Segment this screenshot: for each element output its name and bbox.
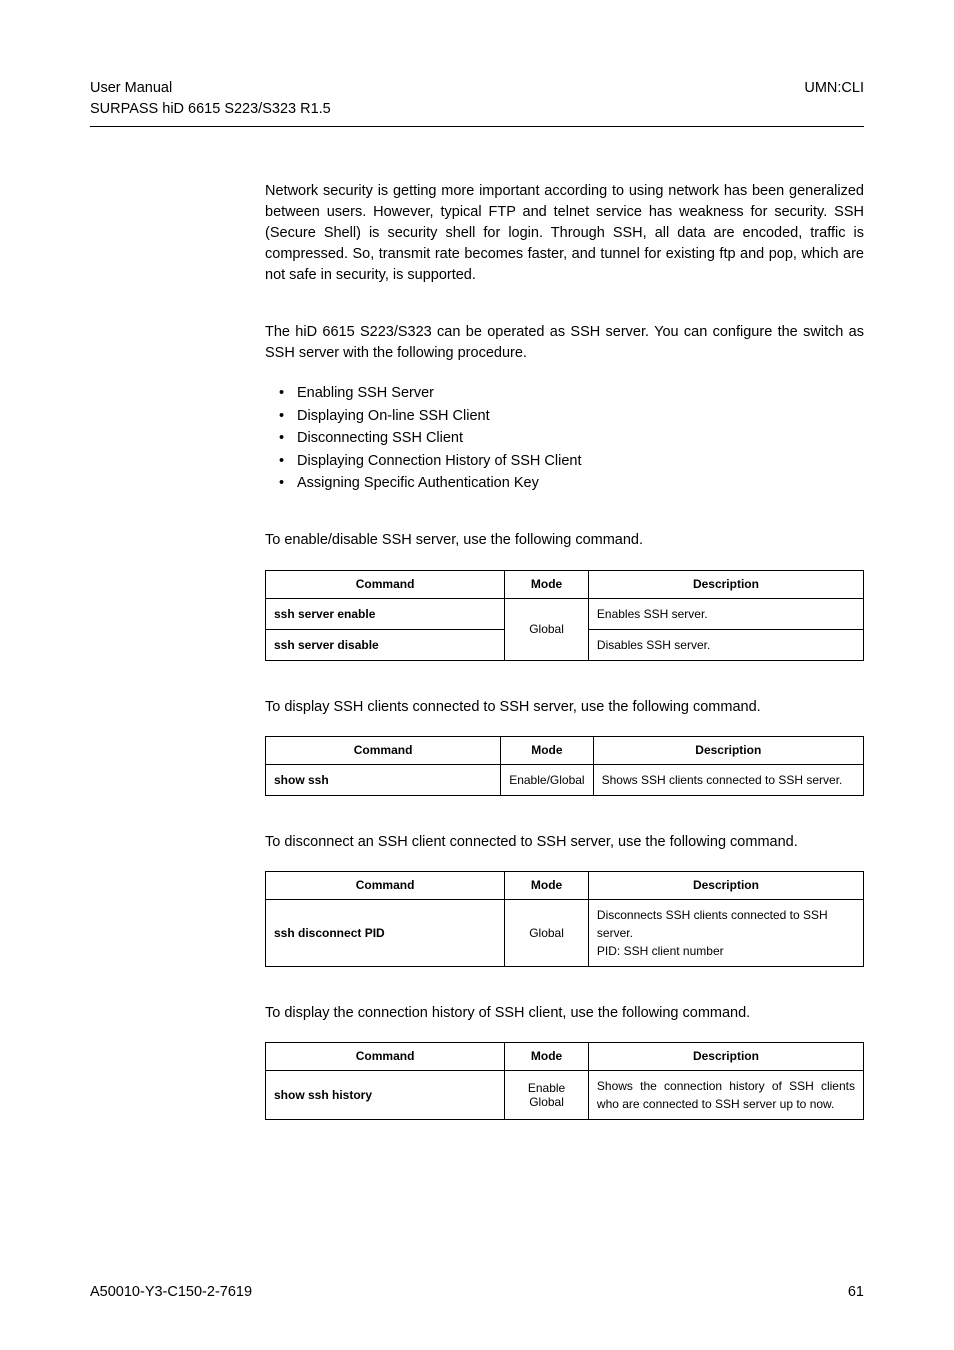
description-cell: Shows the connection history of SSH clie…: [588, 1070, 863, 1119]
table-row: ssh disconnect PID Global Disconnects SS…: [266, 899, 864, 966]
table-header-row: Command Mode Description: [266, 570, 864, 598]
header-left: User Manual SURPASS hiD 6615 S223/S323 R…: [90, 78, 331, 120]
command-cell: ssh disconnect PID: [266, 899, 505, 966]
command-cell: show ssh history: [266, 1070, 505, 1119]
col-command: Command: [266, 570, 505, 598]
list-item: Disconnecting SSH Client: [279, 427, 864, 449]
col-mode: Mode: [505, 871, 589, 899]
mode-cell: Global: [505, 598, 589, 660]
ssh-history-table: Command Mode Description show ssh histor…: [265, 1042, 864, 1120]
col-command: Command: [266, 871, 505, 899]
table-header-row: Command Mode Description: [266, 871, 864, 899]
disconnect-ssh-table: Command Mode Description ssh disconnect …: [265, 871, 864, 967]
description-cell: Disables SSH server.: [588, 629, 863, 660]
footer-page-number: 61: [848, 1284, 864, 1300]
mode-cell: Enable Global: [505, 1070, 589, 1119]
command-cell: ssh server enable: [266, 598, 505, 629]
mode-line: Global: [529, 1095, 564, 1109]
mode-line: Enable: [528, 1081, 565, 1095]
page-header: User Manual SURPASS hiD 6615 S223/S323 R…: [90, 78, 864, 120]
desc-line: PID: SSH client number: [597, 944, 724, 958]
desc-line: Disconnects SSH clients connected to SSH…: [597, 908, 828, 940]
doc-subtitle: SURPASS hiD 6615 S223/S323 R1.5: [90, 99, 331, 120]
description-cell: Enables SSH server.: [588, 598, 863, 629]
list-item: Displaying Connection History of SSH Cli…: [279, 450, 864, 472]
col-description: Description: [588, 871, 863, 899]
show-ssh-table: Command Mode Description show ssh Enable…: [265, 736, 864, 796]
content-area: Network security is getting more importa…: [265, 181, 864, 1120]
table4-caption: To display the connection history of SSH…: [265, 1003, 864, 1024]
description-cell: Shows SSH clients connected to SSH serve…: [593, 764, 863, 795]
table1-caption: To enable/disable SSH server, use the fo…: [265, 530, 864, 551]
col-mode: Mode: [501, 736, 593, 764]
list-item: Displaying On-line SSH Client: [279, 405, 864, 427]
table-row: show ssh history Enable Global Shows the…: [266, 1070, 864, 1119]
col-description: Description: [588, 1042, 863, 1070]
intro-paragraph: Network security is getting more importa…: [265, 181, 864, 286]
col-mode: Mode: [505, 570, 589, 598]
command-cell: show ssh: [266, 764, 501, 795]
mode-cell: Enable/Global: [501, 764, 593, 795]
header-rule: [90, 126, 864, 127]
description-cell: Disconnects SSH clients connected to SSH…: [588, 899, 863, 966]
command-cell: ssh server disable: [266, 629, 505, 660]
col-command: Command: [266, 1042, 505, 1070]
col-command: Command: [266, 736, 501, 764]
mode-cell: Global: [505, 899, 589, 966]
col-description: Description: [593, 736, 863, 764]
procedure-list: Enabling SSH Server Displaying On-line S…: [279, 382, 864, 494]
list-item: Assigning Specific Authentication Key: [279, 472, 864, 494]
server-intro-paragraph: The hiD 6615 S223/S323 can be operated a…: [265, 322, 864, 364]
table-header-row: Command Mode Description: [266, 736, 864, 764]
page: User Manual SURPASS hiD 6615 S223/S323 R…: [0, 0, 954, 1350]
col-description: Description: [588, 570, 863, 598]
col-mode: Mode: [505, 1042, 589, 1070]
doc-type: User Manual: [90, 78, 331, 99]
footer-doc-id: A50010-Y3-C150-2-7619: [90, 1284, 252, 1300]
list-item: Enabling SSH Server: [279, 382, 864, 404]
table-row: show ssh Enable/Global Shows SSH clients…: [266, 764, 864, 795]
table2-caption: To display SSH clients connected to SSH …: [265, 697, 864, 718]
table3-caption: To disconnect an SSH client connected to…: [265, 832, 864, 853]
table-row: ssh server enable Global Enables SSH ser…: [266, 598, 864, 629]
page-footer: A50010-Y3-C150-2-7619 61: [90, 1284, 864, 1300]
enable-ssh-table: Command Mode Description ssh server enab…: [265, 570, 864, 661]
header-right: UMN:CLI: [804, 78, 864, 120]
table-header-row: Command Mode Description: [266, 1042, 864, 1070]
